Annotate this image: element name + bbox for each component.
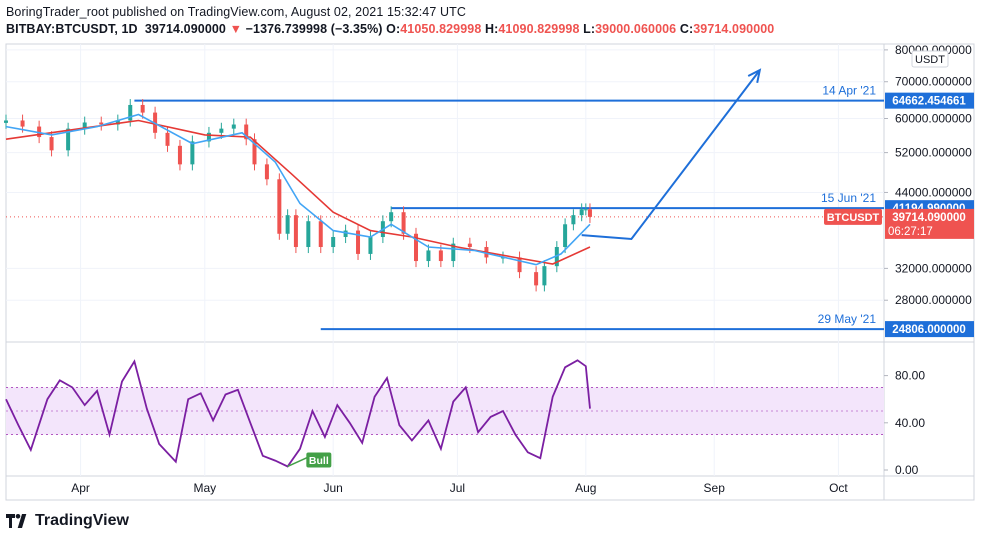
symbol-label[interactable]: BITBAY:BTCUSDT, 1D — [6, 22, 138, 36]
rsi-y-tick-label: 0.00 — [895, 463, 919, 477]
candles — [4, 99, 592, 292]
divergence-line — [287, 456, 309, 468]
candle — [277, 173, 282, 240]
candle — [356, 224, 361, 260]
candle — [231, 118, 236, 135]
last-price-label: 39714.090000 — [885, 208, 974, 239]
horizontal-level-date-label: 15 Jun '21 — [821, 191, 876, 205]
svg-text:64662.454661: 64662.454661 — [892, 96, 966, 108]
price-change: −1376.739998 (−3.35%) — [245, 22, 383, 36]
svg-text:USDT: USDT — [915, 54, 945, 66]
svg-text:Bull: Bull — [309, 455, 329, 467]
candle — [177, 139, 182, 171]
symbol-badge[interactable]: BTCUSDT — [824, 208, 882, 225]
low-label: L: — [583, 22, 596, 36]
candle — [66, 122, 71, 157]
candle — [244, 118, 249, 146]
horizontal-level-date-label: 29 May '21 — [818, 312, 877, 326]
horizontal-lines: 14 Apr '21 15 Jun '21 29 May '21 — [6, 84, 884, 331]
x-tick-label: Jun — [323, 481, 342, 495]
tradingview-logo-icon — [6, 514, 27, 528]
candle — [306, 215, 311, 254]
open-label: O: — [386, 22, 401, 36]
currency-badge[interactable]: USDT — [911, 50, 949, 68]
candle-countdown: 06:27:17 — [888, 226, 933, 238]
candle — [285, 209, 290, 240]
y-tick-label: 70000.000000 — [895, 75, 972, 89]
x-tick-label: Oct — [829, 481, 848, 495]
y-tick-label: 44000.000000 — [895, 185, 972, 199]
candle — [343, 224, 348, 244]
y-tick-label: 52000.000000 — [895, 146, 972, 160]
candle — [579, 203, 584, 222]
bull-signal-badge: Bull — [306, 452, 332, 468]
rsi-y-tick-label: 80.00 — [895, 369, 925, 383]
x-tick-label: Aug — [575, 481, 596, 495]
rsi-pane: Bull — [5, 359, 884, 468]
candle — [318, 215, 323, 254]
candle — [368, 231, 373, 260]
candle — [82, 116, 87, 135]
fast-moving-average-line — [5, 113, 591, 266]
candle — [206, 126, 211, 148]
candle — [99, 116, 104, 131]
low-value: 39000.060006 — [595, 22, 677, 36]
axes: Apr May Jun Jul Aug Sep Oct80000.00000070000.0… — [71, 43, 974, 495]
close-value: 39714.090000 — [693, 22, 775, 36]
publisher-line: BoringTrader_root published on TradingVi… — [6, 5, 466, 19]
projection-arrowhead-icon — [747, 68, 762, 84]
footer: TradingView — [6, 512, 129, 530]
candle — [252, 133, 257, 171]
brand-name: TradingView — [35, 512, 129, 529]
change-arrow-icon: ▼ — [229, 22, 243, 36]
rsi-y-tick-label: 40.00 — [895, 416, 925, 430]
svg-text:39714.090000: 39714.090000 — [892, 212, 966, 224]
svg-text:24806.000000: 24806.000000 — [892, 324, 966, 336]
candle — [542, 260, 547, 292]
high-label: H: — [484, 22, 499, 36]
candle — [140, 99, 145, 119]
candle — [115, 114, 120, 131]
slow-moving-average-line — [5, 119, 591, 265]
candle — [426, 244, 431, 268]
candle — [293, 209, 298, 254]
projection-path[interactable] — [581, 69, 761, 241]
candle — [451, 237, 456, 268]
candle — [563, 218, 568, 254]
y-tick-label: 32000.000000 — [895, 261, 972, 275]
x-tick-label: May — [193, 481, 216, 495]
candle — [534, 266, 539, 292]
svg-text:BTCUSDT: BTCUSDT — [827, 212, 880, 224]
close-label: C: — [679, 22, 694, 36]
y-tick-label: 28000.000000 — [895, 293, 972, 307]
candle — [401, 206, 406, 240]
candle — [4, 114, 8, 129]
x-tick-label: Apr — [71, 481, 90, 495]
candle — [165, 126, 170, 152]
moving-averages — [5, 113, 591, 266]
candle — [264, 158, 269, 186]
candle — [587, 203, 592, 223]
horizontal-level-price-label: 24806.000000 — [885, 321, 974, 338]
x-tick-label: Jul — [450, 481, 465, 495]
projection — [581, 68, 762, 241]
open-value: 41050.829998 — [400, 22, 482, 36]
candle — [517, 251, 522, 279]
candle — [190, 135, 195, 171]
y-tick-label: 60000.000000 — [895, 111, 972, 125]
candle — [414, 227, 419, 268]
candle — [583, 203, 588, 216]
candle — [331, 231, 336, 254]
horizontal-level-price-label: 64662.454661 — [885, 92, 974, 109]
horizontal-level-date-label: 14 Apr '21 — [822, 84, 876, 98]
last-price: 39714.090000 — [144, 22, 226, 36]
ohlc-legend: BITBAY:BTCUSDT, 1D 39714.090000 ▼ −1376.… — [6, 22, 774, 36]
candle — [571, 209, 576, 231]
high-value: 41090.829998 — [498, 22, 580, 36]
rsi-line — [5, 359, 591, 468]
x-tick-label: Sep — [704, 481, 726, 495]
